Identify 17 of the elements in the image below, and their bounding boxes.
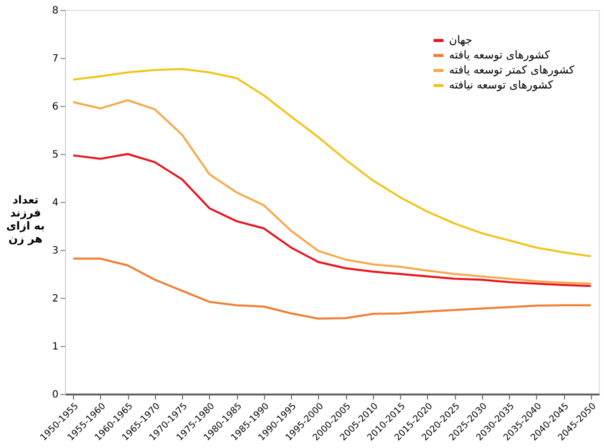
y-tick-label: 2 <box>52 294 58 304</box>
line-series <box>72 258 592 320</box>
legend-label: جهان <box>449 34 472 46</box>
y-tick-label: 0 <box>52 390 58 400</box>
y-tick-label: 1 <box>52 342 58 352</box>
y-tick-label: 6 <box>52 102 58 112</box>
y-tick-label: 8 <box>52 6 58 16</box>
legend-label: کشورهای کمتر توسعه یافته <box>449 64 576 76</box>
legend-label: کشورهای توسعه نیافته <box>449 78 554 92</box>
line-series <box>72 153 592 287</box>
y-tick-label: 7 <box>52 54 58 64</box>
y-axis-title: تعداد فرزند به ازای هر زن <box>6 194 45 246</box>
y-tick-label: 3 <box>52 246 58 256</box>
y-tick-label: 4 <box>52 198 58 208</box>
y-tick-label: 5 <box>52 150 58 160</box>
legend-label: کشورهای توسعه یافته <box>449 48 551 62</box>
line-series <box>72 99 592 285</box>
